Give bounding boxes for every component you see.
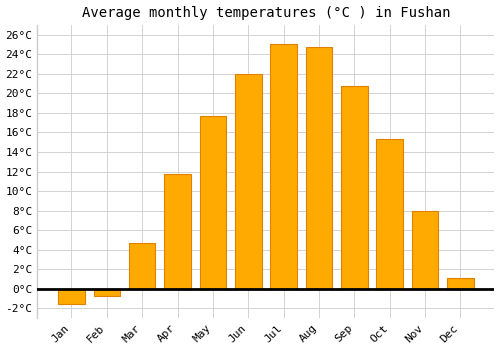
- Bar: [235, 74, 262, 289]
- Bar: [94, 289, 120, 296]
- Bar: [129, 243, 156, 289]
- Bar: [447, 278, 473, 289]
- Bar: [306, 47, 332, 289]
- Bar: [341, 86, 367, 289]
- Title: Average monthly temperatures (°C ) in Fushan: Average monthly temperatures (°C ) in Fu…: [82, 6, 450, 20]
- Bar: [412, 211, 438, 289]
- Bar: [270, 44, 297, 289]
- Bar: [164, 174, 191, 289]
- Bar: [376, 139, 403, 289]
- Bar: [58, 289, 84, 303]
- Bar: [200, 116, 226, 289]
